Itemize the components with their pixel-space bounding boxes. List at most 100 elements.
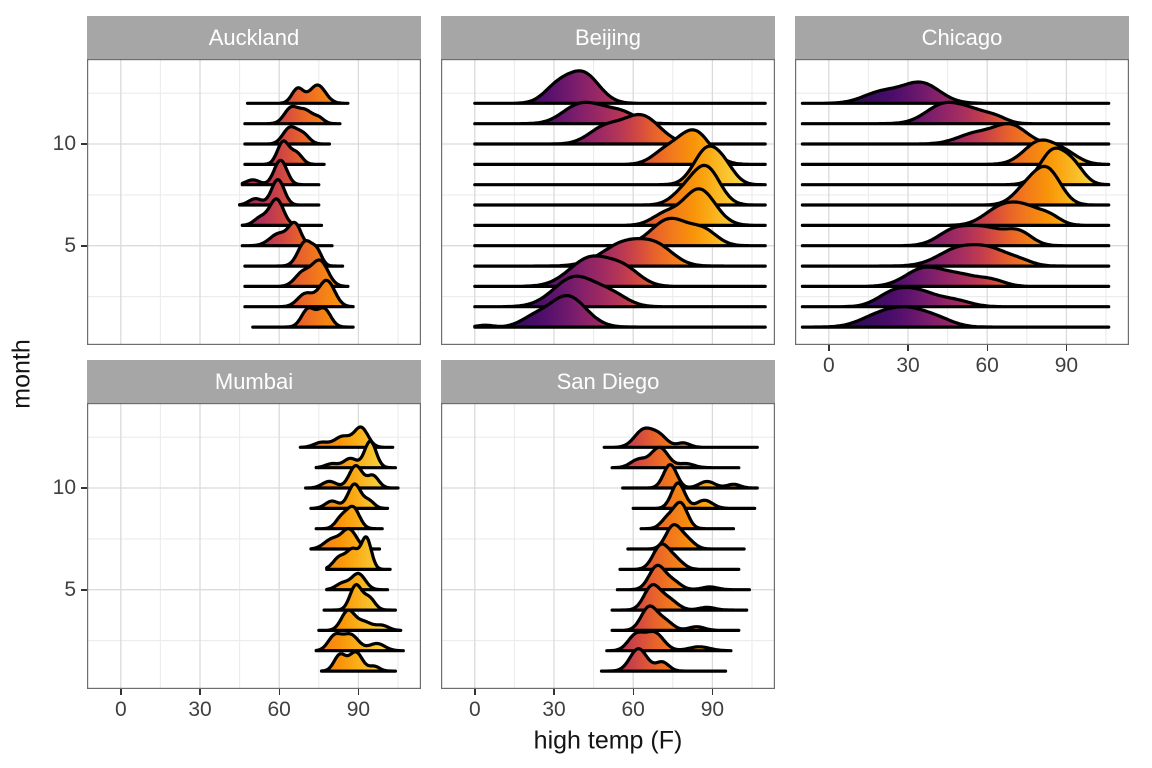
x-tick-label-san-diego: 90 [700,698,725,721]
ridge-chicago-month-2 [800,285,1111,309]
ridge-mumbai-month-6 [325,535,392,571]
x-tick-label-mumbai: 90 [346,698,371,721]
y-tick-mark-mumbai [81,589,87,591]
panel-border-chicago [795,59,1129,345]
facet-strip-auckland: Auckland [87,16,421,59]
y-tick-mark-auckland [81,143,87,145]
ridge-auckland-month-3 [243,258,350,288]
x-tick-label-san-diego: 0 [468,698,481,721]
ridge-beijing-month-11 [473,100,767,126]
x-tick-mark-san-diego [474,689,476,695]
ridge-auckland-month-11 [243,104,342,126]
x-tick-mark-mumbai [278,689,280,695]
x-tick-label-san-diego: 30 [542,698,566,721]
ridge-chicago-month-6 [800,200,1111,227]
ridge-mumbai-month-9 [309,482,390,510]
y-tick-label-auckland: 5 [64,233,76,257]
facet-strip-beijing: Beijing [441,16,775,59]
ridge-mumbai-month-2 [314,631,405,653]
y-tick-label-mumbai: 5 [64,577,76,601]
ridge-san-diego-month-11 [610,445,741,470]
ridge-chicago-month-9 [800,138,1111,166]
panel-chicago [795,59,1129,345]
ridge-san-diego-month-1 [599,647,728,673]
ridge-mumbai-month-4 [322,583,397,612]
panel-san-diego [441,403,775,689]
ridge-beijing-month-1 [473,294,767,329]
ridge-chicago-month-1 [800,305,1111,329]
ridge-san-diego-month-12 [602,426,759,449]
ridge-mumbai-month-5 [325,571,390,592]
ridge-auckland-month-12 [245,83,350,105]
ridge-san-diego-month-7 [626,523,746,551]
ridge-san-diego-month-8 [639,500,736,531]
ridge-auckland-month-1 [251,306,355,329]
ridge-chicago-month-12 [800,80,1111,105]
y-tick-label-mumbai: 10 [52,476,76,499]
ridge-chicago-month-5 [800,223,1111,248]
panel-auckland [87,59,421,345]
x-tick-mark-chicago [907,345,909,351]
ridge-san-diego-month-6 [618,542,741,571]
y-axis-title: month [7,339,36,409]
ridge-san-diego-month-3 [610,604,741,632]
panel-mumbai [87,403,421,689]
ridge-beijing-month-3 [473,254,767,288]
facet-strip-label-chicago: Chicago [921,24,1003,50]
ridge-san-diego-month-5 [615,563,751,592]
ridge-mumbai-month-11 [314,439,397,470]
facet-strip-chicago: Chicago [795,16,1129,59]
ridge-chicago-month-7 [800,164,1111,207]
ridge-beijing-month-2 [473,274,767,309]
x-tick-mark-san-diego [553,689,555,695]
x-tick-label-chicago: 0 [822,354,835,377]
ridge-chicago-month-3 [800,265,1111,288]
ridge-beijing-month-4 [473,237,767,268]
facet-auckland: Auckland [87,16,421,345]
y-tick-label-auckland: 10 [52,132,76,155]
ridge-auckland-month-7 [238,178,321,207]
ridge-chicago-month-8 [800,146,1111,187]
x-tick-label-chicago: 90 [1054,354,1079,377]
ridge-chicago-month-11 [800,100,1111,126]
ridge-beijing-month-6 [473,187,767,227]
panel-border-beijing [441,59,775,345]
x-tick-mark-mumbai [120,689,122,695]
ridge-san-diego-month-9 [631,481,757,510]
x-tick-label-mumbai: 30 [188,698,212,721]
ridge-auckland-month-9 [243,139,326,166]
x-tick-mark-san-diego [632,689,634,695]
x-tick-mark-san-diego [711,689,714,695]
ridge-auckland-month-8 [240,158,321,187]
x-tick-label-mumbai: 60 [267,698,291,721]
y-tick-mark-mumbai [81,487,87,489]
ridge-beijing-month-12 [473,69,767,105]
ridge-chicago-month-4 [800,243,1111,268]
x-tick-label-chicago: 60 [975,354,999,377]
facet-strip-mumbai: Mumbai [87,360,421,403]
panel-border-san-diego [441,403,775,689]
ridge-mumbai-month-8 [314,504,384,531]
ridge-san-diego-month-4 [610,583,749,612]
x-tick-mark-mumbai [357,689,360,695]
facet-strip-label-auckland: Auckland [208,24,300,50]
ridge-beijing-month-10 [473,112,767,146]
facet-beijing: Beijing [441,16,775,345]
panel-border-mumbai [87,403,421,689]
ridge-auckland-month-6 [240,197,324,227]
facet-strip-san-diego: San Diego [441,360,775,403]
ridge-auckland-month-2 [243,278,355,309]
x-tick-mark-chicago [828,345,830,351]
ridge-mumbai-month-10 [304,464,400,490]
x-tick-mark-chicago [1065,345,1068,351]
facet-san-diego: San Diego [441,360,775,689]
x-tick-mark-chicago [986,345,988,351]
facet-mumbai: Mumbai [87,360,421,689]
x-tick-label-chicago: 30 [896,354,920,377]
facet-strip-label-san-diego: San Diego [556,368,660,394]
x-tick-label-mumbai: 0 [114,698,127,721]
y-tick-mark-auckland [81,245,87,247]
facet-chicago: Chicago [795,16,1129,345]
ridge-san-diego-month-10 [621,463,759,490]
